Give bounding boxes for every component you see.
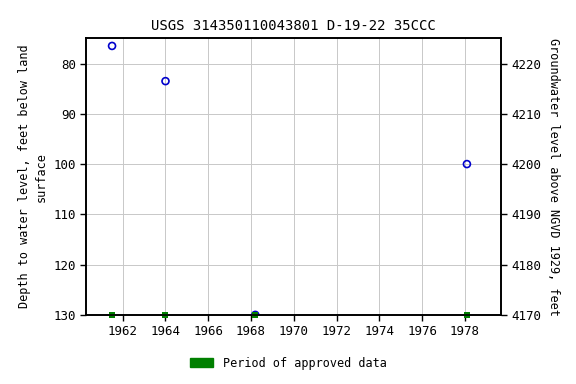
Title: USGS 314350110043801 D-19-22 35CCC: USGS 314350110043801 D-19-22 35CCC	[151, 19, 436, 33]
Legend: Period of approved data: Period of approved data	[185, 352, 391, 374]
Y-axis label: Groundwater level above NGVD 1929, feet: Groundwater level above NGVD 1929, feet	[547, 38, 560, 316]
Point	[108, 43, 117, 49]
Point	[161, 78, 170, 84]
Point	[463, 161, 472, 167]
Point	[251, 312, 260, 318]
Y-axis label: Depth to water level, feet below land
surface: Depth to water level, feet below land su…	[18, 45, 48, 308]
